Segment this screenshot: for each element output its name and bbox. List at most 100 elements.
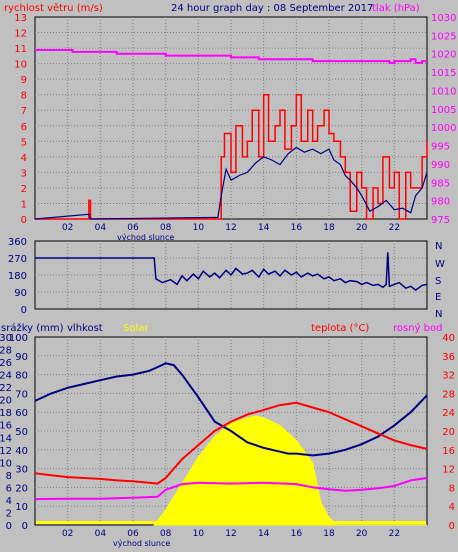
rain-tick-label: 6 xyxy=(6,483,12,494)
solar-area-fill xyxy=(153,415,427,526)
wind-tick-label: 6 xyxy=(21,122,27,133)
pressure-tick-label: 1010 xyxy=(431,86,456,97)
x-tick-label-top: 04 xyxy=(95,223,107,233)
humidity-legend: vlhkost xyxy=(67,323,103,334)
solar-baseline xyxy=(36,521,426,524)
direction-tick-label: 180 xyxy=(8,271,27,282)
dewpoint-legend: rosný bod xyxy=(393,322,442,334)
pressure-tick-label: 1030 xyxy=(431,13,456,24)
x-tick-label-top: 12 xyxy=(225,223,236,233)
x-tick-label-top: 02 xyxy=(62,223,73,233)
humidity-tick-label: 90 xyxy=(15,352,28,363)
direction-tick-label: 360 xyxy=(8,237,27,248)
rain-tick-label: 22 xyxy=(0,383,12,394)
rain-tick-label: 14 xyxy=(0,433,12,444)
rain-tick-label: 24 xyxy=(0,371,12,382)
x-tick-label-bottom: 20 xyxy=(356,529,368,539)
temperature-tick-label: 28 xyxy=(442,389,455,400)
temperature-tick-label: 32 xyxy=(442,371,455,382)
direction-label-e: E xyxy=(435,292,441,303)
humidity-tick-label: 40 xyxy=(15,446,28,457)
x-tick-label-bottom: 08 xyxy=(160,529,172,539)
wind-tick-label: 12 xyxy=(14,29,27,40)
humidity-tick-label: 100 xyxy=(9,333,28,344)
temperature-tick-label: 36 xyxy=(442,352,455,363)
rain-tick-label: 8 xyxy=(6,471,12,482)
pressure-line xyxy=(35,49,427,64)
pressure-axis-label: tlak (hPa) xyxy=(372,3,420,14)
x-tick-label-top: 22 xyxy=(389,223,400,233)
temperature-tick-label: 24 xyxy=(442,408,455,419)
x-tick-label-top: 06 xyxy=(127,223,139,233)
pressure-tick-label: 985 xyxy=(431,178,450,189)
direction-tick-label: 270 xyxy=(8,254,27,265)
rain-tick-label: 10 xyxy=(0,458,12,469)
wind-direction-line xyxy=(35,252,428,292)
x-tick-label-bottom: 18 xyxy=(323,529,335,539)
humidity-tick-label: 70 xyxy=(15,389,28,400)
humidity-tick-label: 20 xyxy=(15,483,28,494)
wind-tick-label: 11 xyxy=(14,44,27,55)
x-tick-label-bottom: 10 xyxy=(193,529,205,539)
wind-tick-label: 5 xyxy=(21,137,27,148)
rain-tick-label: 20 xyxy=(0,396,12,407)
direction-tick-label: 90 xyxy=(14,288,27,299)
wind-gust-line xyxy=(35,93,428,220)
sunrise-label-bottom: východ slunce xyxy=(113,539,170,548)
wind-tick-label: 9 xyxy=(21,75,27,86)
wind-speed-axis-label: rychlost větru (m/s) xyxy=(4,2,103,14)
rain-tick-label: 16 xyxy=(0,421,12,432)
wind-tick-label: 8 xyxy=(21,91,27,102)
rain-tick-label: 4 xyxy=(6,496,12,507)
wind-average-line xyxy=(34,146,428,220)
rain-tick-label: 0 xyxy=(6,521,12,532)
direction-tick-label: 0 xyxy=(21,305,27,316)
humidity-tick-label: 60 xyxy=(15,408,28,419)
rain-tick-label: 18 xyxy=(0,408,12,419)
rain-tick-label: 28 xyxy=(0,346,12,357)
direction-label-s: S xyxy=(435,276,441,287)
x-tick-label-top: 14 xyxy=(258,223,270,233)
pressure-tick-label: 975 xyxy=(431,215,450,226)
rain-tick-label: 30 xyxy=(0,333,12,344)
wind-tick-label: 0 xyxy=(21,215,27,226)
temperature-tick-label: 16 xyxy=(442,446,455,457)
dewpoint-line xyxy=(34,477,428,501)
temperature-tick-label: 20 xyxy=(442,427,455,438)
wind-tick-label: 7 xyxy=(21,106,27,117)
pressure-tick-label: 995 xyxy=(431,142,450,153)
wind-tick-label: 1 xyxy=(21,199,27,210)
temperature-legend: teplota (°C) xyxy=(311,323,369,334)
pressure-tick-label: 1015 xyxy=(431,68,456,79)
wind-tick-label: 10 xyxy=(14,60,27,71)
wind-tick-label: 3 xyxy=(21,168,27,179)
humidity-tick-label: 50 xyxy=(15,427,28,438)
x-tick-label-bottom: 04 xyxy=(95,529,107,539)
pressure-tick-label: 980 xyxy=(431,197,450,208)
direction-label-n-top: N xyxy=(435,241,442,252)
rain-tick-label: 2 xyxy=(6,508,12,519)
sunrise-label-top: východ slunce xyxy=(117,233,174,242)
x-tick-label-bottom: 02 xyxy=(62,529,73,539)
x-tick-label-top: 20 xyxy=(356,223,368,233)
pressure-tick-label: 1025 xyxy=(431,31,456,42)
temperature-line xyxy=(34,401,428,485)
series-lines xyxy=(34,49,428,501)
rain-axis-label: srážky (mm) xyxy=(1,322,64,334)
x-tick-label-bottom: 14 xyxy=(258,529,270,539)
direction-label-w: W xyxy=(435,259,445,270)
humidity-tick-label: 80 xyxy=(15,371,28,382)
x-tick-label-bottom: 12 xyxy=(225,529,236,539)
temperature-tick-label: 8 xyxy=(449,483,455,494)
solar-area xyxy=(36,415,427,526)
temperature-tick-label: 0 xyxy=(449,521,455,532)
humidity-tick-label: 10 xyxy=(15,502,28,513)
x-tick-label-bottom: 22 xyxy=(389,529,400,539)
x-tick-label-top: 18 xyxy=(323,223,335,233)
temperature-tick-label: 4 xyxy=(449,502,455,513)
rain-tick-label: 12 xyxy=(0,446,12,457)
pressure-tick-label: 1020 xyxy=(431,50,456,61)
temperature-tick-label: 12 xyxy=(442,465,455,476)
temperature-tick-label: 40 xyxy=(442,333,455,344)
